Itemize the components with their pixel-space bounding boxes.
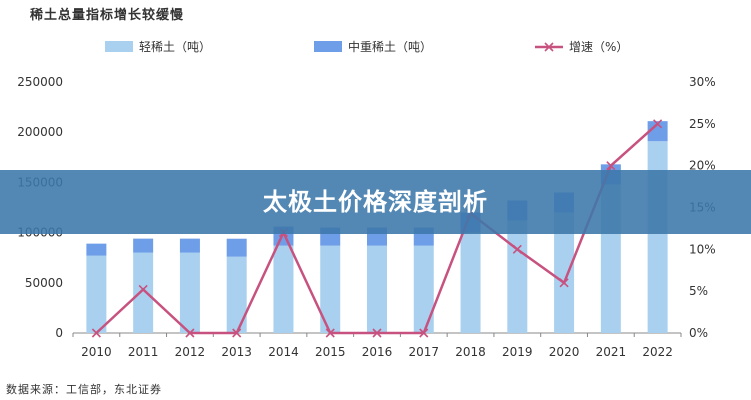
- bar-light-rare-earth: [273, 245, 294, 333]
- x-tick-label: 2019: [502, 345, 533, 359]
- growth-rate-point: [232, 328, 242, 338]
- y-left-tick-label: 50000: [25, 276, 63, 290]
- x-tick-label: 2015: [315, 345, 346, 359]
- y-right-tick-label: 30%: [689, 75, 716, 89]
- x-tick-label: 2016: [362, 345, 393, 359]
- x-tick-label: 2013: [221, 345, 252, 359]
- x-tick-label: 2018: [455, 345, 486, 359]
- y-right-tick-label: 25%: [689, 117, 716, 131]
- bar-light-rare-earth: [460, 232, 481, 333]
- y-left-tick-label: 200000: [17, 125, 63, 139]
- chart-title: 稀土总量指标增长较缓慢: [30, 8, 185, 23]
- x-tick-label: 2010: [81, 345, 112, 359]
- growth-rate-point: [653, 119, 663, 129]
- growth-rate-point: [138, 284, 148, 295]
- banner-title: 太极土价格深度剖析: [263, 188, 488, 216]
- x-tick-label: 2020: [549, 345, 580, 359]
- growth-rate-point: [606, 161, 616, 171]
- legend-swatch-light: [105, 41, 133, 52]
- x-tick-label: 2021: [596, 345, 627, 359]
- growth-rate-point: [372, 328, 382, 338]
- legend-label-growth: 增速（%）: [569, 40, 628, 54]
- y-right-tick-label: 20%: [689, 159, 716, 173]
- growth-rate-point: [559, 278, 569, 288]
- bar-light-rare-earth: [86, 255, 107, 333]
- growth-rate-point: [419, 328, 429, 338]
- bar-medium-heavy-rare-earth: [133, 238, 154, 253]
- y-left-tick-label: 250000: [17, 75, 63, 89]
- legend-marker-growth: [544, 42, 554, 52]
- bar-light-rare-earth: [133, 252, 154, 333]
- x-tick-label: 2014: [268, 345, 299, 359]
- growth-rate-point: [91, 328, 101, 338]
- growth-rate-point: [512, 244, 522, 254]
- bar-light-rare-earth: [413, 245, 434, 333]
- banner-overlay: 太极土价格深度剖析: [0, 170, 751, 234]
- x-tick-label: 2011: [128, 345, 159, 359]
- x-tick-label: 2022: [642, 345, 673, 359]
- legend-label-medium: 中重稀土（吨）: [348, 39, 432, 54]
- bar-light-rare-earth: [226, 256, 247, 333]
- y-right-tick-label: 10%: [689, 242, 716, 256]
- growth-rate-point: [325, 328, 335, 338]
- bar-medium-heavy-rare-earth: [226, 238, 247, 257]
- bar-medium-heavy-rare-earth: [86, 243, 107, 256]
- bar-medium-heavy-rare-earth: [647, 121, 668, 142]
- y-right-tick-label: 5%: [689, 284, 708, 298]
- bar-medium-heavy-rare-earth: [179, 238, 200, 253]
- x-tick-label: 2017: [408, 345, 439, 359]
- y-left-tick-label: 0: [55, 326, 63, 340]
- source-note: 数据来源：工信部，东北证券: [6, 383, 162, 396]
- legend-swatch-medium: [314, 41, 342, 52]
- legend-label-light: 轻稀土（吨）: [139, 40, 211, 54]
- bar-light-rare-earth: [320, 245, 341, 333]
- x-tick-label: 2012: [175, 345, 206, 359]
- bar-light-rare-earth: [179, 252, 200, 333]
- bar-light-rare-earth: [367, 245, 387, 333]
- bar-light-rare-earth: [554, 212, 575, 333]
- bar-light-rare-earth: [507, 220, 528, 333]
- growth-rate-point: [185, 328, 195, 338]
- y-right-tick-label: 0%: [689, 326, 708, 340]
